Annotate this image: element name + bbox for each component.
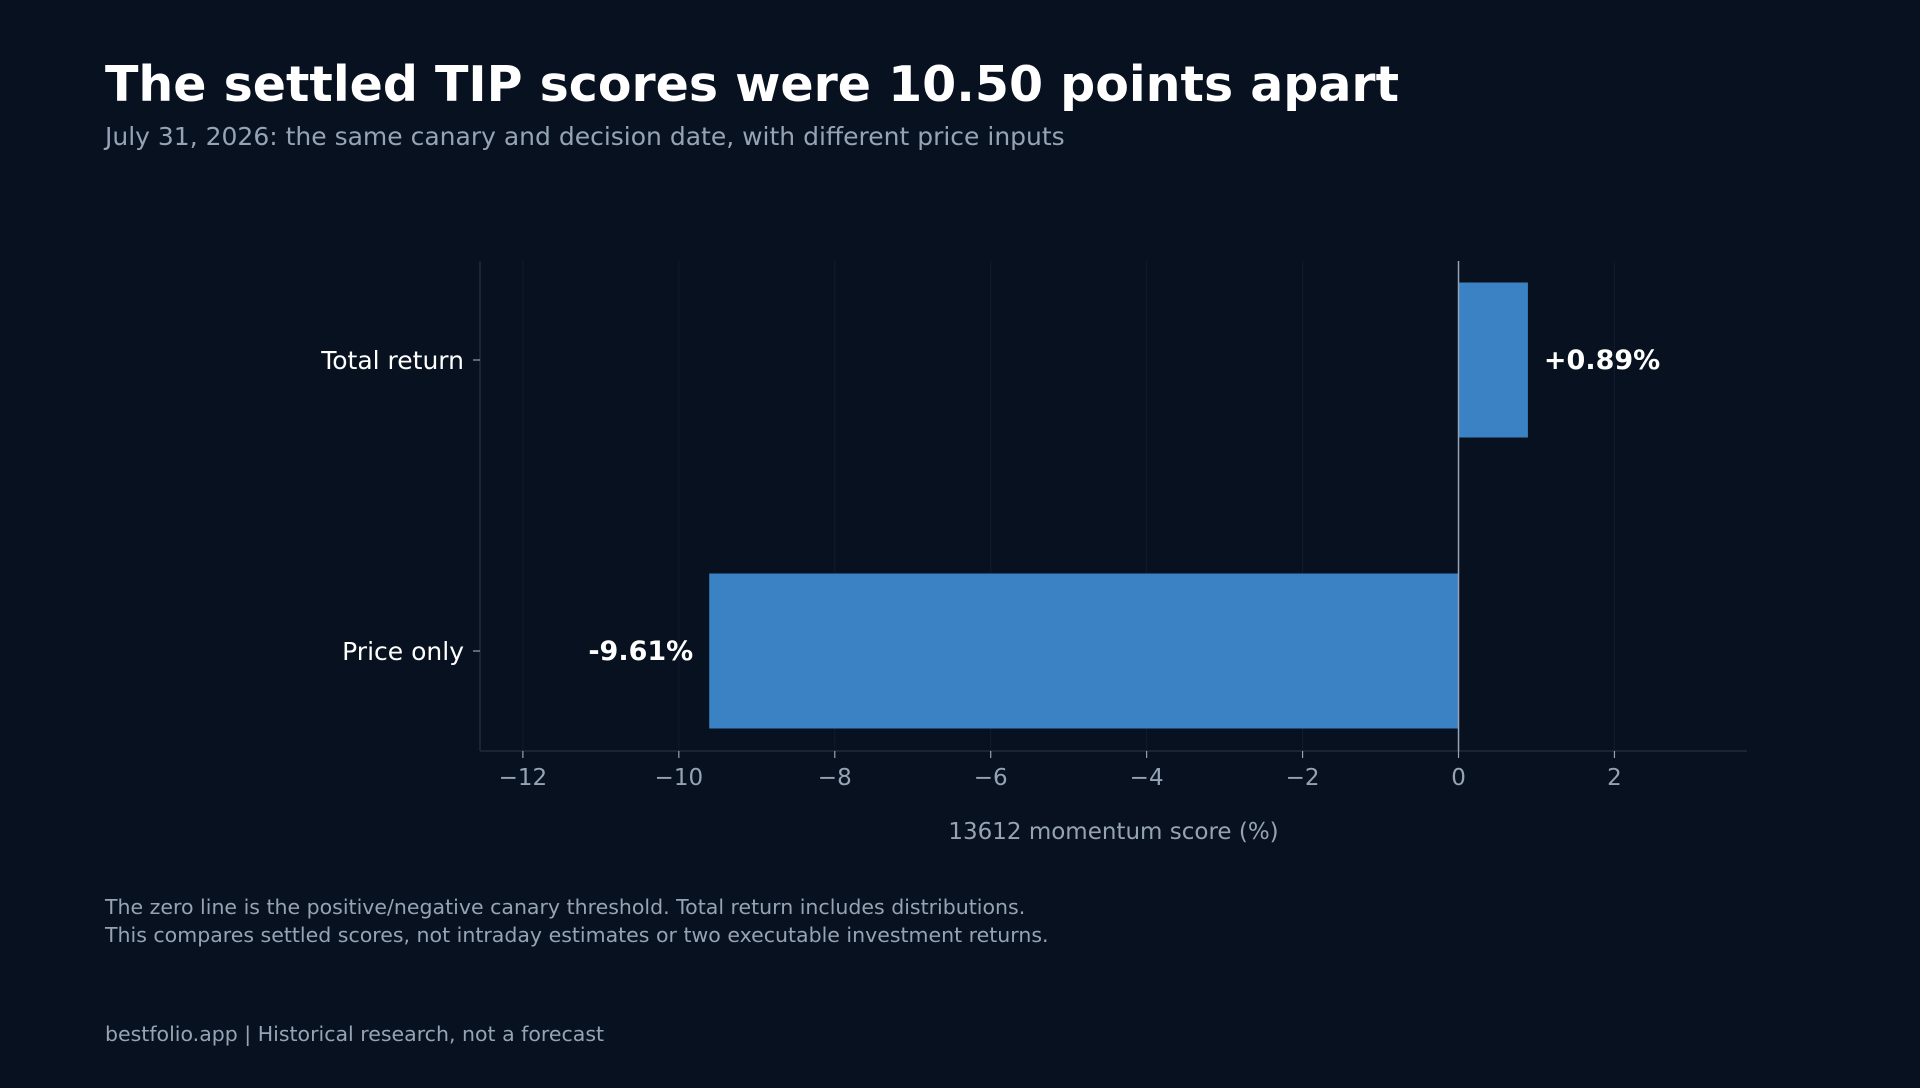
footer-credit: bestfolio.app | Historical research, not…	[105, 1022, 605, 1046]
x-tick-label: −6	[974, 765, 1008, 791]
page-subtitle: July 31, 2026: the same canary and decis…	[105, 122, 1065, 151]
x-tick-label: −12	[499, 765, 548, 791]
footnote-line-2: This compares settled scores, not intrad…	[105, 923, 1049, 947]
data-label: +0.89%	[1544, 345, 1660, 376]
page-title: The settled TIP scores were 10.50 points…	[105, 56, 1400, 113]
x-tick-label: 0	[1451, 765, 1466, 791]
labels: Total return +0.89% Price only -9.61%	[320, 261, 1660, 751]
x-tick-label: −10	[655, 765, 704, 791]
x-tick-label: −8	[818, 765, 852, 791]
footnote-line-1: The zero line is the positive/negative c…	[105, 895, 1026, 919]
bar-price-only	[709, 573, 1459, 729]
bar-total-return	[1458, 282, 1528, 438]
category-label: Total return	[320, 346, 464, 375]
momentum-bar-chart: −12 −10 −8 −6 −4 −2 0 2 13612 momentum score (%)…	[320, 261, 1747, 845]
axes: −12 −10 −8 −6 −4 −2 0 2 13612 momentum score (%)	[473, 261, 1747, 845]
data-label: -9.61%	[588, 636, 693, 667]
bars	[709, 282, 1528, 729]
category-label: Price only	[342, 637, 464, 666]
x-tick-label: −2	[1286, 765, 1320, 791]
x-tick-label: −4	[1130, 765, 1164, 791]
x-tick-label: 2	[1607, 765, 1622, 791]
x-axis-title: 13612 momentum score (%)	[948, 819, 1278, 845]
